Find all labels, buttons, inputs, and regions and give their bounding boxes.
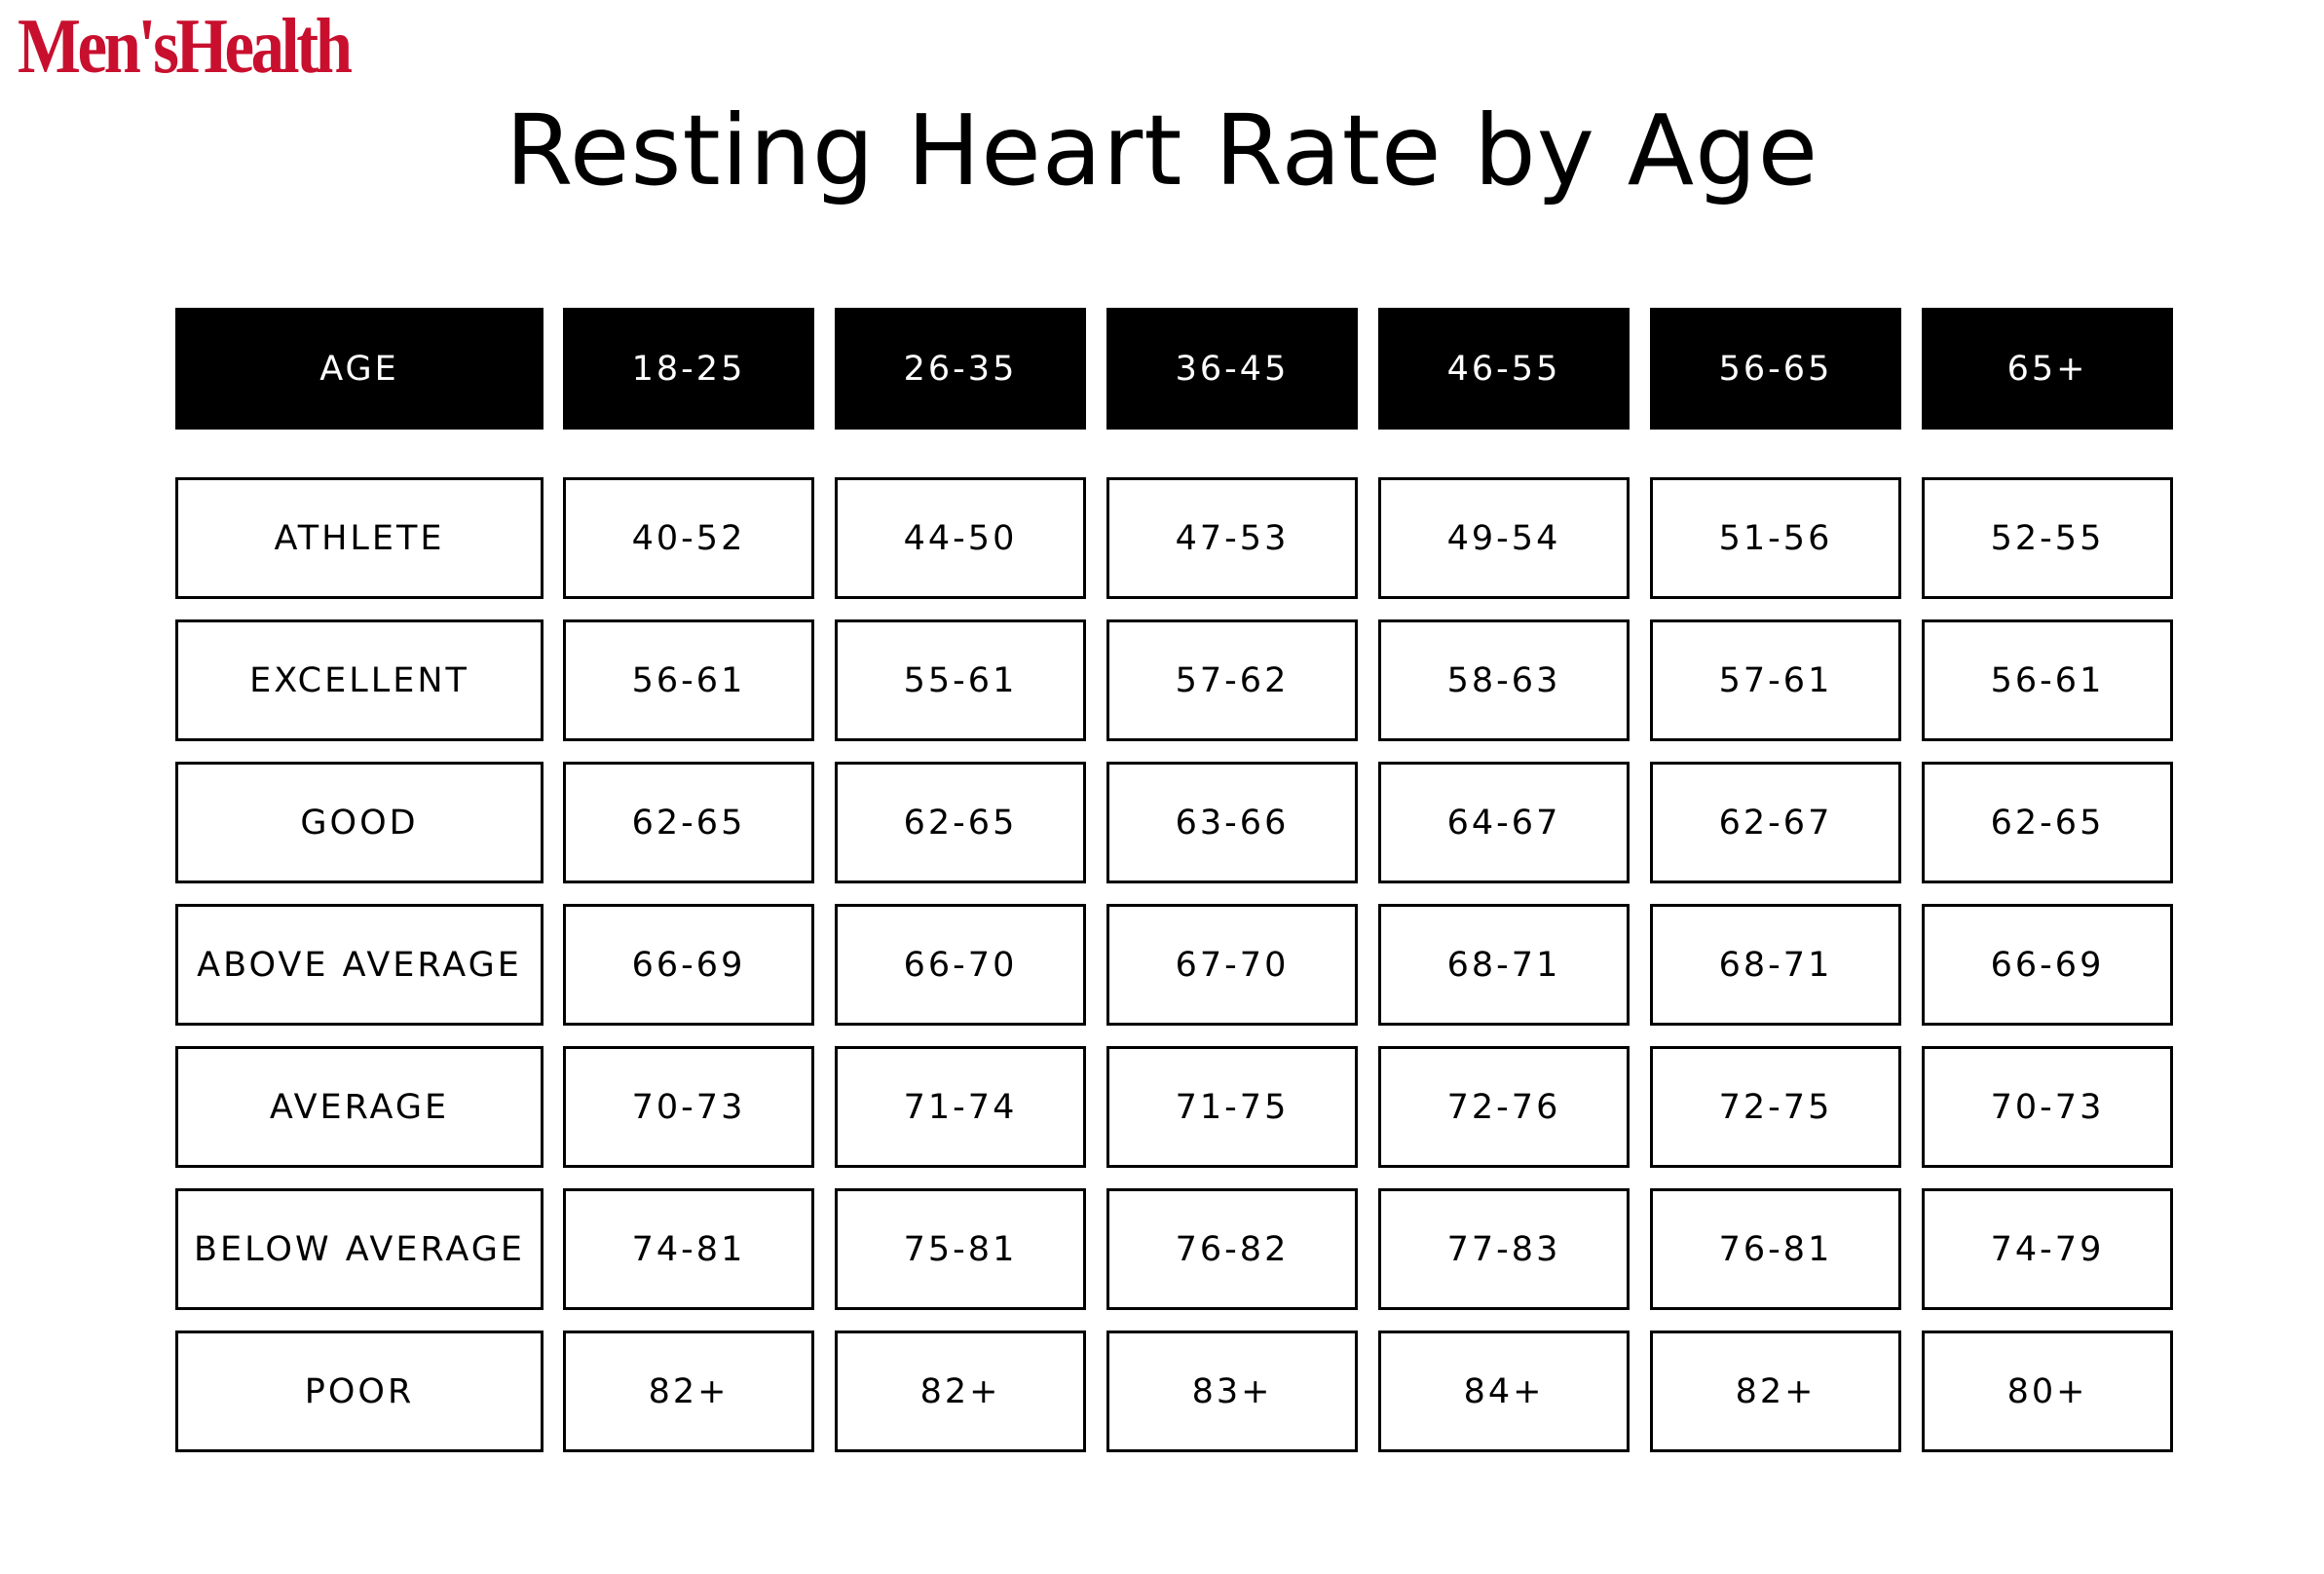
row-label-poor: POOR	[175, 1330, 544, 1452]
table-cell: 47-53	[1106, 477, 1358, 599]
header-cell-36-45: 36-45	[1106, 308, 1358, 430]
table-cell: 56-61	[563, 619, 814, 741]
table-cell: 62-67	[1650, 762, 1901, 883]
table-cell: 71-74	[835, 1046, 1086, 1168]
table-cell: 57-62	[1106, 619, 1358, 741]
header-cell-56-65: 56-65	[1650, 308, 1901, 430]
table-cell: 76-81	[1650, 1188, 1901, 1310]
table-cell: 62-65	[835, 762, 1086, 883]
table-cell: 64-67	[1378, 762, 1630, 883]
table-cell: 72-75	[1650, 1046, 1901, 1168]
row-label-good: GOOD	[175, 762, 544, 883]
header-cell-age: AGE	[175, 308, 544, 430]
table-cell: 62-65	[1922, 762, 2173, 883]
table-cell: 63-66	[1106, 762, 1358, 883]
table-cell: 62-65	[563, 762, 814, 883]
header-cell-46-55: 46-55	[1378, 308, 1630, 430]
table-cell: 70-73	[563, 1046, 814, 1168]
table-cell: 67-70	[1106, 904, 1358, 1026]
table-cell: 56-61	[1922, 619, 2173, 741]
table-cell: 72-76	[1378, 1046, 1630, 1168]
table-cell: 58-63	[1378, 619, 1630, 741]
table-cell: 74-79	[1922, 1188, 2173, 1310]
table-cell: 74-81	[563, 1188, 814, 1310]
table-cell: 84+	[1378, 1330, 1630, 1452]
table-cell: 66-69	[1922, 904, 2173, 1026]
table-cell: 71-75	[1106, 1046, 1358, 1168]
header-cell-65: 65+	[1922, 308, 2173, 430]
table-cell: 52-55	[1922, 477, 2173, 599]
table-cell: 66-70	[835, 904, 1086, 1026]
row-label-excellent: EXCELLENT	[175, 619, 544, 741]
table-cell: 57-61	[1650, 619, 1901, 741]
table-cell: 83+	[1106, 1330, 1358, 1452]
chart-title: Resting Heart Rate by Age	[505, 94, 1819, 207]
table-cell: 76-82	[1106, 1188, 1358, 1310]
table-cell: 51-56	[1650, 477, 1901, 599]
table-cell: 80+	[1922, 1330, 2173, 1452]
row-label-below-average: BELOW AVERAGE	[175, 1188, 544, 1310]
table-cell: 55-61	[835, 619, 1086, 741]
table-cell: 49-54	[1378, 477, 1630, 599]
table-cell: 40-52	[563, 477, 814, 599]
table-cell: 68-71	[1378, 904, 1630, 1026]
table-cell: 44-50	[835, 477, 1086, 599]
table-cell: 66-69	[563, 904, 814, 1026]
table-cell: 75-81	[835, 1188, 1086, 1310]
row-label-average: AVERAGE	[175, 1046, 544, 1168]
table-cell: 77-83	[1378, 1188, 1630, 1310]
table-cell: 82+	[835, 1330, 1086, 1452]
table-cell: 82+	[1650, 1330, 1901, 1452]
table-cell: 68-71	[1650, 904, 1901, 1026]
brand-logo: Men'sHealth	[18, 4, 353, 90]
header-cell-26-35: 26-35	[835, 308, 1086, 430]
table-cell: 82+	[563, 1330, 814, 1452]
header-cell-18-25: 18-25	[563, 308, 814, 430]
row-label-athlete: ATHLETE	[175, 477, 544, 599]
table-cell: 70-73	[1922, 1046, 2173, 1168]
row-label-above-average: ABOVE AVERAGE	[175, 904, 544, 1026]
